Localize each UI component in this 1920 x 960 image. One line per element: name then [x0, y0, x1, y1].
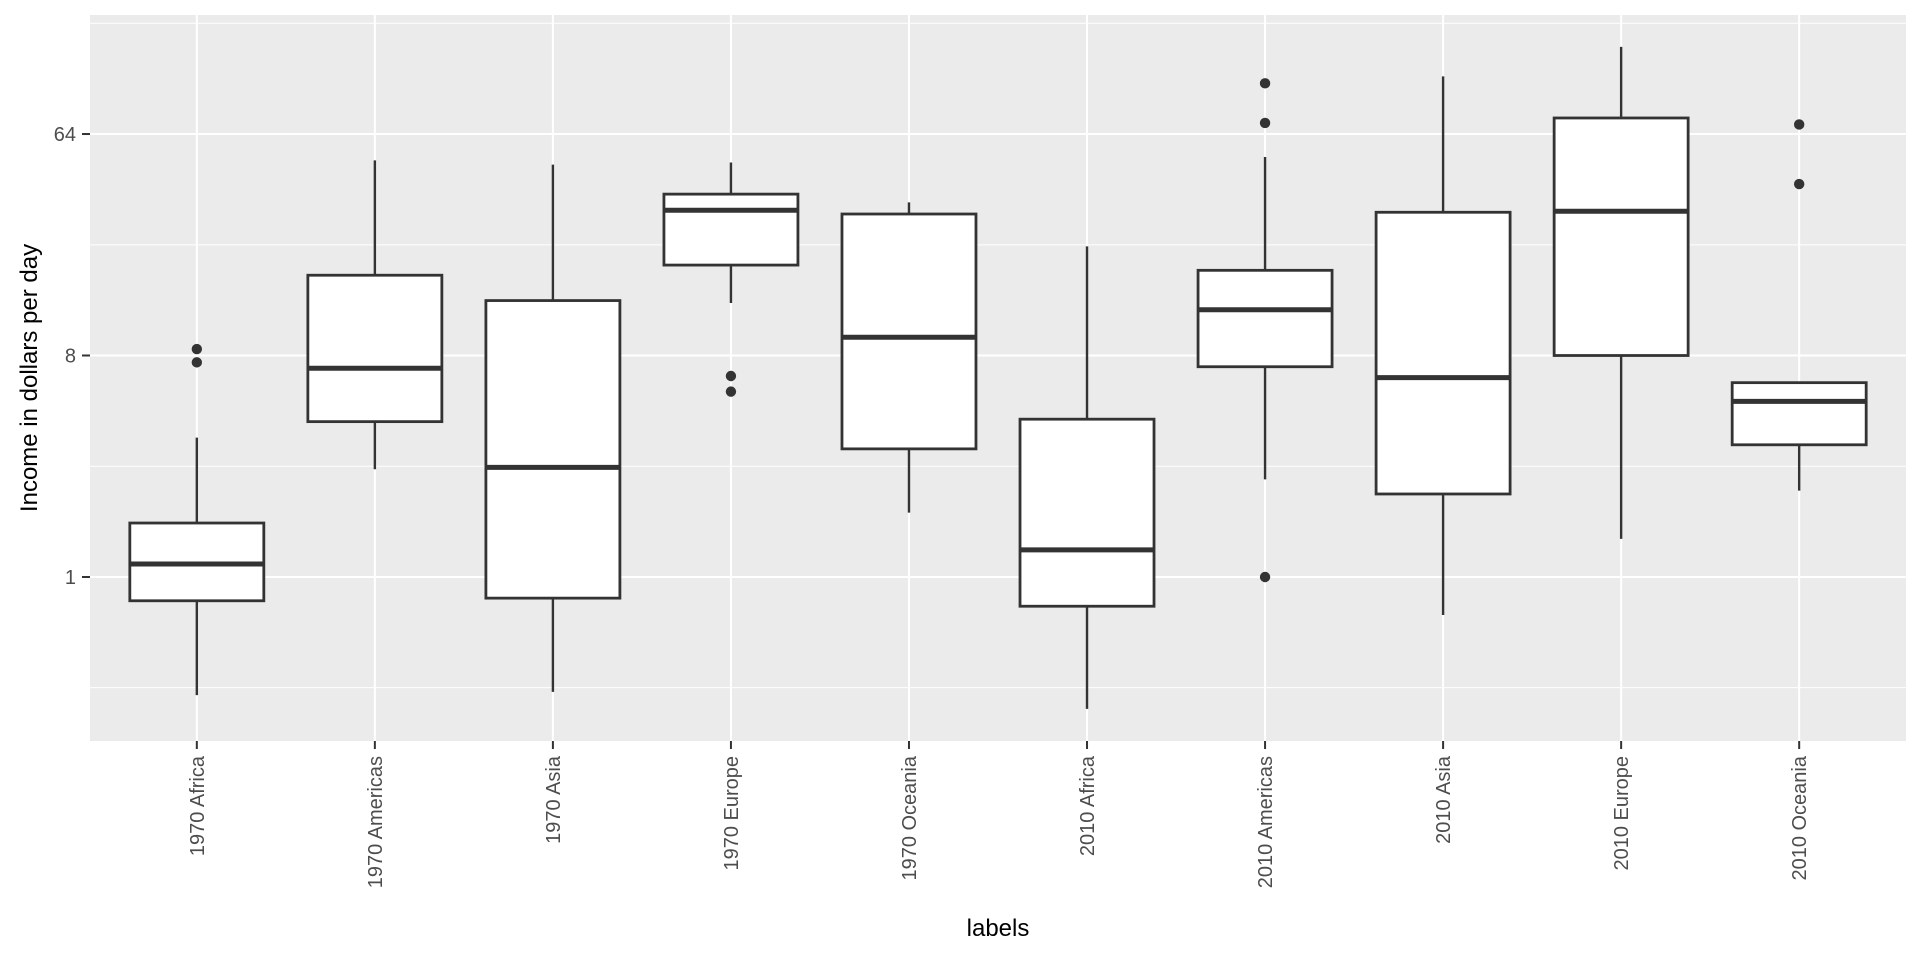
- outlier-point-1970-europe: [725, 370, 737, 382]
- x-tick-label-2010-africa: 2010 Africa: [1077, 755, 1099, 856]
- x-tick-label-2010-asia: 2010 Asia: [1433, 755, 1455, 844]
- box-1970-oceania: [840, 212, 978, 451]
- x-tick-label-2010-oceania: 2010 Oceania: [1789, 755, 1811, 880]
- outlier-point-2010-americas: [1259, 78, 1271, 89]
- outlier-point-1970-europe: [725, 386, 737, 397]
- box-1970-asia: [484, 299, 622, 600]
- box-2010-oceania: [1730, 381, 1868, 447]
- outlier-point-2010-oceania: [1793, 119, 1805, 130]
- x-tick-label-1970-americas: 1970 Americas: [365, 756, 387, 888]
- y-axis-title: Income in dollars per day: [16, 243, 43, 513]
- x-axis-title: labels: [966, 915, 1030, 942]
- x-tick-label-2010-americas: 2010 Americas: [1255, 756, 1277, 888]
- outlier-point-2010-oceania: [1793, 178, 1805, 190]
- outlier-point-2010-americas: [1259, 117, 1271, 129]
- outlier-point-1970-africa: [191, 343, 203, 355]
- x-tick-label-1970-asia: 1970 Asia: [543, 755, 565, 844]
- box-1970-europe: [662, 192, 800, 267]
- outlier-point-1970-africa: [191, 357, 203, 368]
- x-tick-label-2010-europe: 2010 Europe: [1611, 756, 1633, 871]
- box-2010-americas: [1196, 268, 1334, 369]
- box-1970-americas: [306, 273, 444, 424]
- y-tick-label-64: 64: [54, 124, 76, 146]
- box-2010-asia: [1374, 210, 1512, 496]
- box-2010-europe: [1552, 116, 1690, 357]
- x-tick-label-1970-oceania: 1970 Oceania: [899, 755, 921, 880]
- outlier-point-2010-americas: [1259, 571, 1271, 583]
- box-2010-africa: [1018, 417, 1156, 608]
- x-tick-label-1970-europe: 1970 Europe: [721, 756, 743, 871]
- x-tick-label-1970-africa: 1970 Africa: [187, 755, 209, 856]
- y-tick-label-8: 8: [65, 346, 76, 368]
- y-tick-label-1: 1: [65, 567, 76, 589]
